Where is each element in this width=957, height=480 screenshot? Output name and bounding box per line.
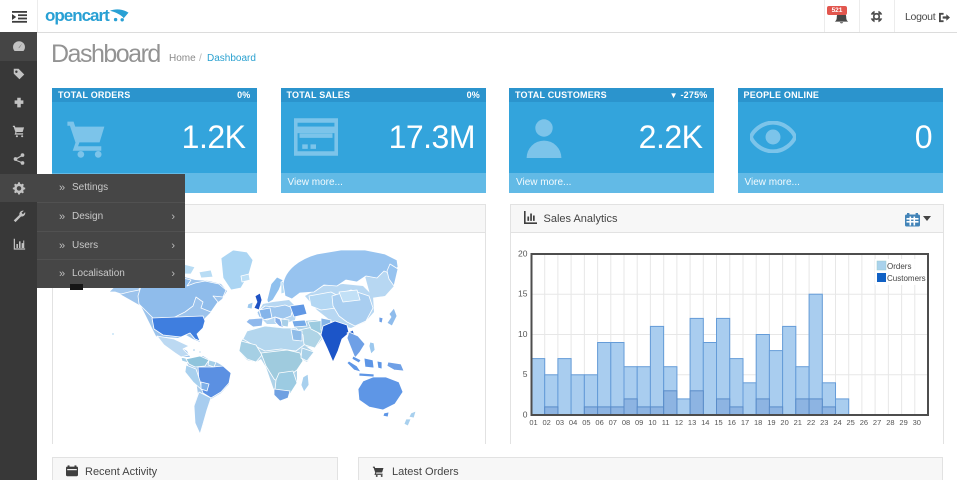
- svg-text:10: 10: [518, 329, 528, 339]
- svg-text:Customers: Customers: [887, 274, 926, 283]
- svg-text:19: 19: [767, 418, 775, 427]
- svg-text:0: 0: [522, 409, 527, 419]
- svg-text:30: 30: [912, 418, 920, 427]
- svg-text:5: 5: [522, 369, 527, 379]
- svg-text:27: 27: [872, 418, 880, 427]
- svg-text:22: 22: [806, 418, 814, 427]
- svg-text:23: 23: [820, 418, 828, 427]
- svg-text:28: 28: [886, 418, 894, 427]
- svg-text:20: 20: [518, 248, 528, 258]
- svg-text:07: 07: [608, 418, 616, 427]
- svg-text:14: 14: [701, 418, 709, 427]
- svg-text:18: 18: [754, 418, 762, 427]
- svg-text:09: 09: [635, 418, 643, 427]
- svg-text:Orders: Orders: [887, 262, 911, 271]
- svg-text:16: 16: [727, 418, 735, 427]
- svg-text:10: 10: [648, 418, 656, 427]
- svg-text:12: 12: [674, 418, 682, 427]
- svg-text:21: 21: [793, 418, 801, 427]
- svg-text:26: 26: [859, 418, 867, 427]
- svg-text:13: 13: [687, 418, 695, 427]
- svg-text:08: 08: [621, 418, 629, 427]
- svg-text:06: 06: [595, 418, 603, 427]
- svg-text:01: 01: [529, 418, 537, 427]
- svg-text:20: 20: [780, 418, 788, 427]
- svg-text:15: 15: [714, 418, 722, 427]
- svg-text:25: 25: [846, 418, 854, 427]
- svg-text:29: 29: [899, 418, 907, 427]
- svg-text:03: 03: [555, 418, 563, 427]
- svg-text:02: 02: [542, 418, 550, 427]
- svg-text:05: 05: [582, 418, 590, 427]
- svg-text:04: 04: [568, 418, 576, 427]
- svg-text:24: 24: [833, 418, 841, 427]
- svg-text:15: 15: [518, 288, 528, 298]
- svg-text:17: 17: [740, 418, 748, 427]
- svg-text:11: 11: [661, 418, 669, 427]
